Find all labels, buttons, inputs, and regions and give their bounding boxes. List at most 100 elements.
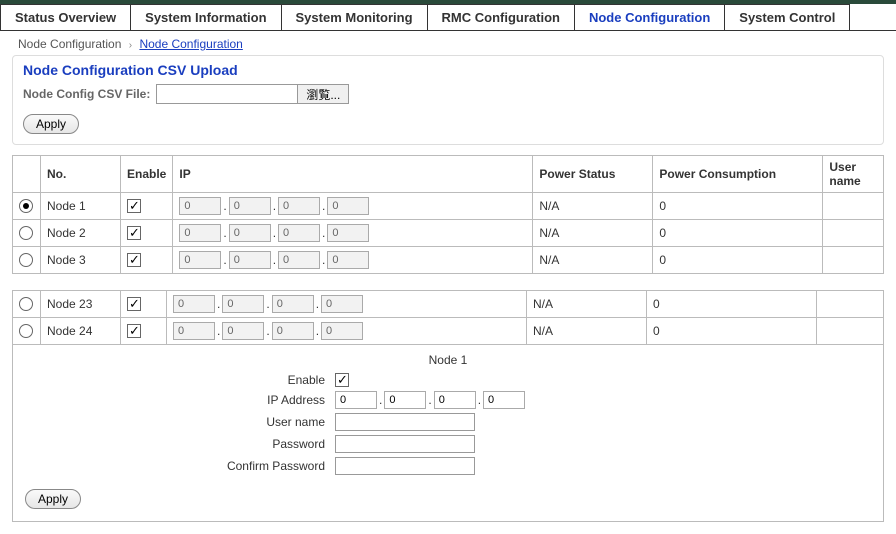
row-power-consumption: 0 [653, 193, 823, 220]
detail-user-label: User name [25, 415, 335, 429]
table-row: Node 24...N/A0 [13, 318, 884, 345]
ip-octet[interactable] [179, 197, 221, 215]
breadcrumb-sep: › [129, 40, 132, 51]
csv-apply-button[interactable]: Apply [23, 114, 79, 134]
ip-group: ... [179, 251, 369, 269]
row-enable-checkbox[interactable] [127, 199, 141, 213]
csv-browse-button[interactable]: 瀏覧... [297, 85, 348, 103]
ip-group: ... [179, 197, 369, 215]
row-enable-checkbox[interactable] [127, 253, 141, 267]
tab-rmc-configuration[interactable]: RMC Configuration [427, 4, 575, 30]
tab-system-information[interactable]: System Information [130, 4, 281, 30]
detail-confirm-label: Confirm Password [25, 459, 335, 473]
col-select [13, 156, 41, 193]
ip-octet[interactable] [321, 295, 363, 313]
ip-dot: . [322, 226, 325, 240]
row-select-radio[interactable] [19, 199, 33, 213]
ip-octet[interactable] [222, 322, 264, 340]
col-ip: IP [173, 156, 533, 193]
detail-password-label: Password [25, 437, 335, 451]
node-detail-title: Node 1 [25, 353, 871, 367]
col-no: No. [41, 156, 121, 193]
tab-bar: Status OverviewSystem InformationSystem … [0, 4, 896, 31]
node-table-2: Node 23... N/A0Node 24...N/A0 [12, 290, 884, 345]
row-enable-checkbox[interactable] [127, 324, 141, 338]
row-ip-cell: ... [173, 247, 533, 274]
ip-octet[interactable] [272, 322, 314, 340]
detail-apply-button[interactable]: Apply [25, 489, 81, 509]
tab-system-monitoring[interactable]: System Monitoring [281, 4, 428, 30]
row-enable-checkbox[interactable] [127, 226, 141, 240]
ip-octet[interactable] [327, 197, 369, 215]
row-no: Node 24 [41, 318, 121, 345]
ip-octet[interactable] [434, 391, 476, 409]
ip-octet[interactable] [229, 224, 271, 242]
row-ip-cell: ... [167, 318, 527, 345]
col-user: User name [823, 156, 884, 193]
detail-confirm-input[interactable] [335, 457, 475, 475]
table-row: Node 3...N/A0 [13, 247, 884, 274]
detail-ip-group: ... [335, 391, 525, 409]
ip-octet[interactable] [229, 197, 271, 215]
ip-dot: . [316, 297, 319, 311]
row-select-radio[interactable] [19, 226, 33, 240]
row-no: Node 2 [41, 220, 121, 247]
ip-octet[interactable] [327, 251, 369, 269]
ip-octet[interactable] [272, 295, 314, 313]
csv-file-input[interactable]: 瀏覧... [156, 84, 349, 104]
ip-dot: . [223, 199, 226, 213]
ip-octet[interactable] [278, 224, 320, 242]
node-detail-panel: Node 1 Enable IP Address ... User name P… [12, 345, 884, 522]
row-no: Node 23 [41, 291, 121, 318]
csv-file-path[interactable] [157, 85, 297, 103]
row-select-radio[interactable] [19, 253, 33, 267]
ip-dot: . [217, 324, 220, 338]
ip-dot: . [223, 226, 226, 240]
row-user [817, 318, 884, 345]
col-enable: Enable [121, 156, 173, 193]
ip-octet[interactable] [173, 322, 215, 340]
ip-octet[interactable] [335, 391, 377, 409]
row-power-status: N/A [533, 220, 653, 247]
node-table: No. Enable IP Power Status Power Consump… [12, 155, 884, 274]
ip-octet[interactable] [173, 295, 215, 313]
ip-octet[interactable] [179, 224, 221, 242]
ip-octet[interactable] [327, 224, 369, 242]
ip-octet[interactable] [483, 391, 525, 409]
row-power-consumption: 0 [647, 318, 817, 345]
node-table-wrap: No. Enable IP Power Status Power Consump… [12, 155, 884, 345]
ip-dot: . [217, 297, 220, 311]
ip-octet[interactable] [179, 251, 221, 269]
ip-group: ... [173, 322, 363, 340]
tab-status-overview[interactable]: Status Overview [0, 4, 131, 30]
detail-user-input[interactable] [335, 413, 475, 431]
ip-dot: . [273, 226, 276, 240]
ip-octet[interactable] [222, 295, 264, 313]
row-user [823, 193, 884, 220]
tab-system-control[interactable]: System Control [724, 4, 850, 30]
detail-password-input[interactable] [335, 435, 475, 453]
ip-octet[interactable] [384, 391, 426, 409]
row-user [817, 291, 884, 318]
row-power-consumption: 0 [653, 247, 823, 274]
ip-dot: . [428, 393, 431, 407]
ip-group: ... [179, 224, 369, 242]
ip-octet[interactable] [278, 251, 320, 269]
detail-enable-label: Enable [25, 373, 335, 387]
table-row: Node 1...N/A0 [13, 193, 884, 220]
csv-upload-title: Node Configuration CSV Upload [23, 62, 873, 78]
ip-octet[interactable] [229, 251, 271, 269]
row-power-consumption: 0 [647, 291, 817, 318]
ip-octet[interactable] [321, 322, 363, 340]
detail-enable-checkbox[interactable] [335, 373, 349, 387]
row-select-radio[interactable] [19, 297, 33, 311]
ip-octet[interactable] [278, 197, 320, 215]
row-power-status: N/A [527, 291, 647, 318]
ip-dot: . [266, 297, 269, 311]
ip-dot: . [266, 324, 269, 338]
row-enable-checkbox[interactable] [127, 297, 141, 311]
breadcrumb-link[interactable]: Node Configuration [139, 37, 242, 51]
tab-node-configuration[interactable]: Node Configuration [574, 4, 725, 30]
row-select-radio[interactable] [19, 324, 33, 338]
detail-ip-label: IP Address [25, 393, 335, 407]
